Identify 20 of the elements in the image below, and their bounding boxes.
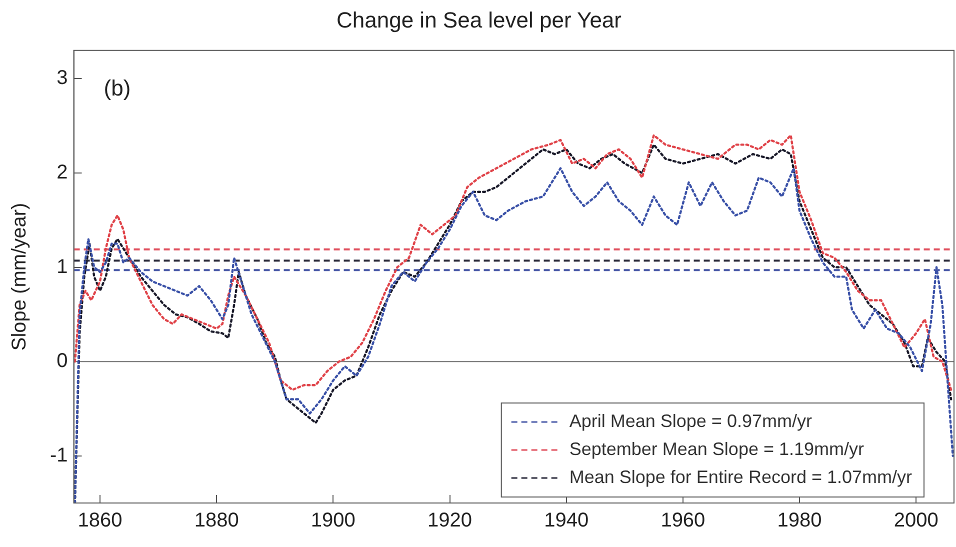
y-tick-label: 0 [56,350,68,372]
y-tick-label: -1 [50,444,68,466]
y-tick-label: 1 [56,256,68,278]
y-tick-label: 3 [56,67,68,90]
x-tick-label: 1960 [660,510,706,532]
legend-label: April Mean Slope = 0.97mm/yr [569,410,812,431]
x-tick-label: 2000 [894,510,938,532]
chart-title: Change in Sea level per Year [336,7,622,32]
x-tick-label: 1880 [194,510,239,532]
x-tick-label: 1860 [78,510,122,532]
x-tick-label: 1920 [428,510,472,532]
line-series [74,134,952,391]
legend-label: Mean Slope for Entire Record = 1.07mm/yr [569,466,912,487]
annotation: (b) [104,75,131,100]
y-tick-label: 2 [56,161,68,184]
legend-label: September Mean Slope = 1.19mm/yr [569,438,864,459]
y-axis-title: Slope (mm/year) [8,202,31,351]
x-tick-label: 1900 [310,510,356,532]
x-tick-label: 1980 [777,510,822,532]
x-tick-label: 1940 [544,510,589,532]
